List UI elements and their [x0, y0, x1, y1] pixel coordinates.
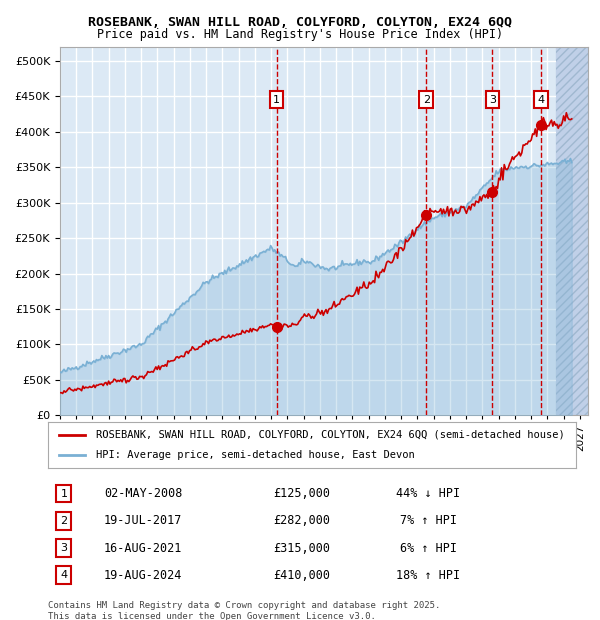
Text: £125,000: £125,000 — [273, 487, 330, 500]
Text: Contains HM Land Registry data © Crown copyright and database right 2025.
This d: Contains HM Land Registry data © Crown c… — [48, 601, 440, 620]
Text: £282,000: £282,000 — [273, 515, 330, 527]
Text: 7% ↑ HPI: 7% ↑ HPI — [400, 515, 457, 527]
Text: 1: 1 — [61, 489, 67, 498]
Text: 4: 4 — [538, 95, 545, 105]
Text: 3: 3 — [489, 95, 496, 105]
Text: 02-MAY-2008: 02-MAY-2008 — [104, 487, 182, 500]
Text: 19-JUL-2017: 19-JUL-2017 — [104, 515, 182, 527]
Text: 44% ↓ HPI: 44% ↓ HPI — [396, 487, 460, 500]
Text: 16-AUG-2021: 16-AUG-2021 — [104, 542, 182, 554]
Bar — [556, 46, 588, 415]
Text: 3: 3 — [61, 543, 67, 553]
Text: Price paid vs. HM Land Registry's House Price Index (HPI): Price paid vs. HM Land Registry's House … — [97, 28, 503, 41]
Text: 4: 4 — [60, 570, 67, 580]
Text: ROSEBANK, SWAN HILL ROAD, COLYFORD, COLYTON, EX24 6QQ (semi-detached house): ROSEBANK, SWAN HILL ROAD, COLYFORD, COLY… — [95, 430, 564, 440]
Text: HPI: Average price, semi-detached house, East Devon: HPI: Average price, semi-detached house,… — [95, 450, 414, 460]
Text: ROSEBANK, SWAN HILL ROAD, COLYFORD, COLYTON, EX24 6QQ: ROSEBANK, SWAN HILL ROAD, COLYFORD, COLY… — [88, 16, 512, 29]
Text: 2: 2 — [60, 516, 67, 526]
Text: 2: 2 — [422, 95, 430, 105]
Text: 1: 1 — [273, 95, 280, 105]
Text: 19-AUG-2024: 19-AUG-2024 — [104, 569, 182, 582]
Text: 6% ↑ HPI: 6% ↑ HPI — [400, 542, 457, 554]
Text: £315,000: £315,000 — [273, 542, 330, 554]
Bar — [556, 46, 588, 415]
Text: 18% ↑ HPI: 18% ↑ HPI — [396, 569, 460, 582]
Text: £410,000: £410,000 — [273, 569, 330, 582]
